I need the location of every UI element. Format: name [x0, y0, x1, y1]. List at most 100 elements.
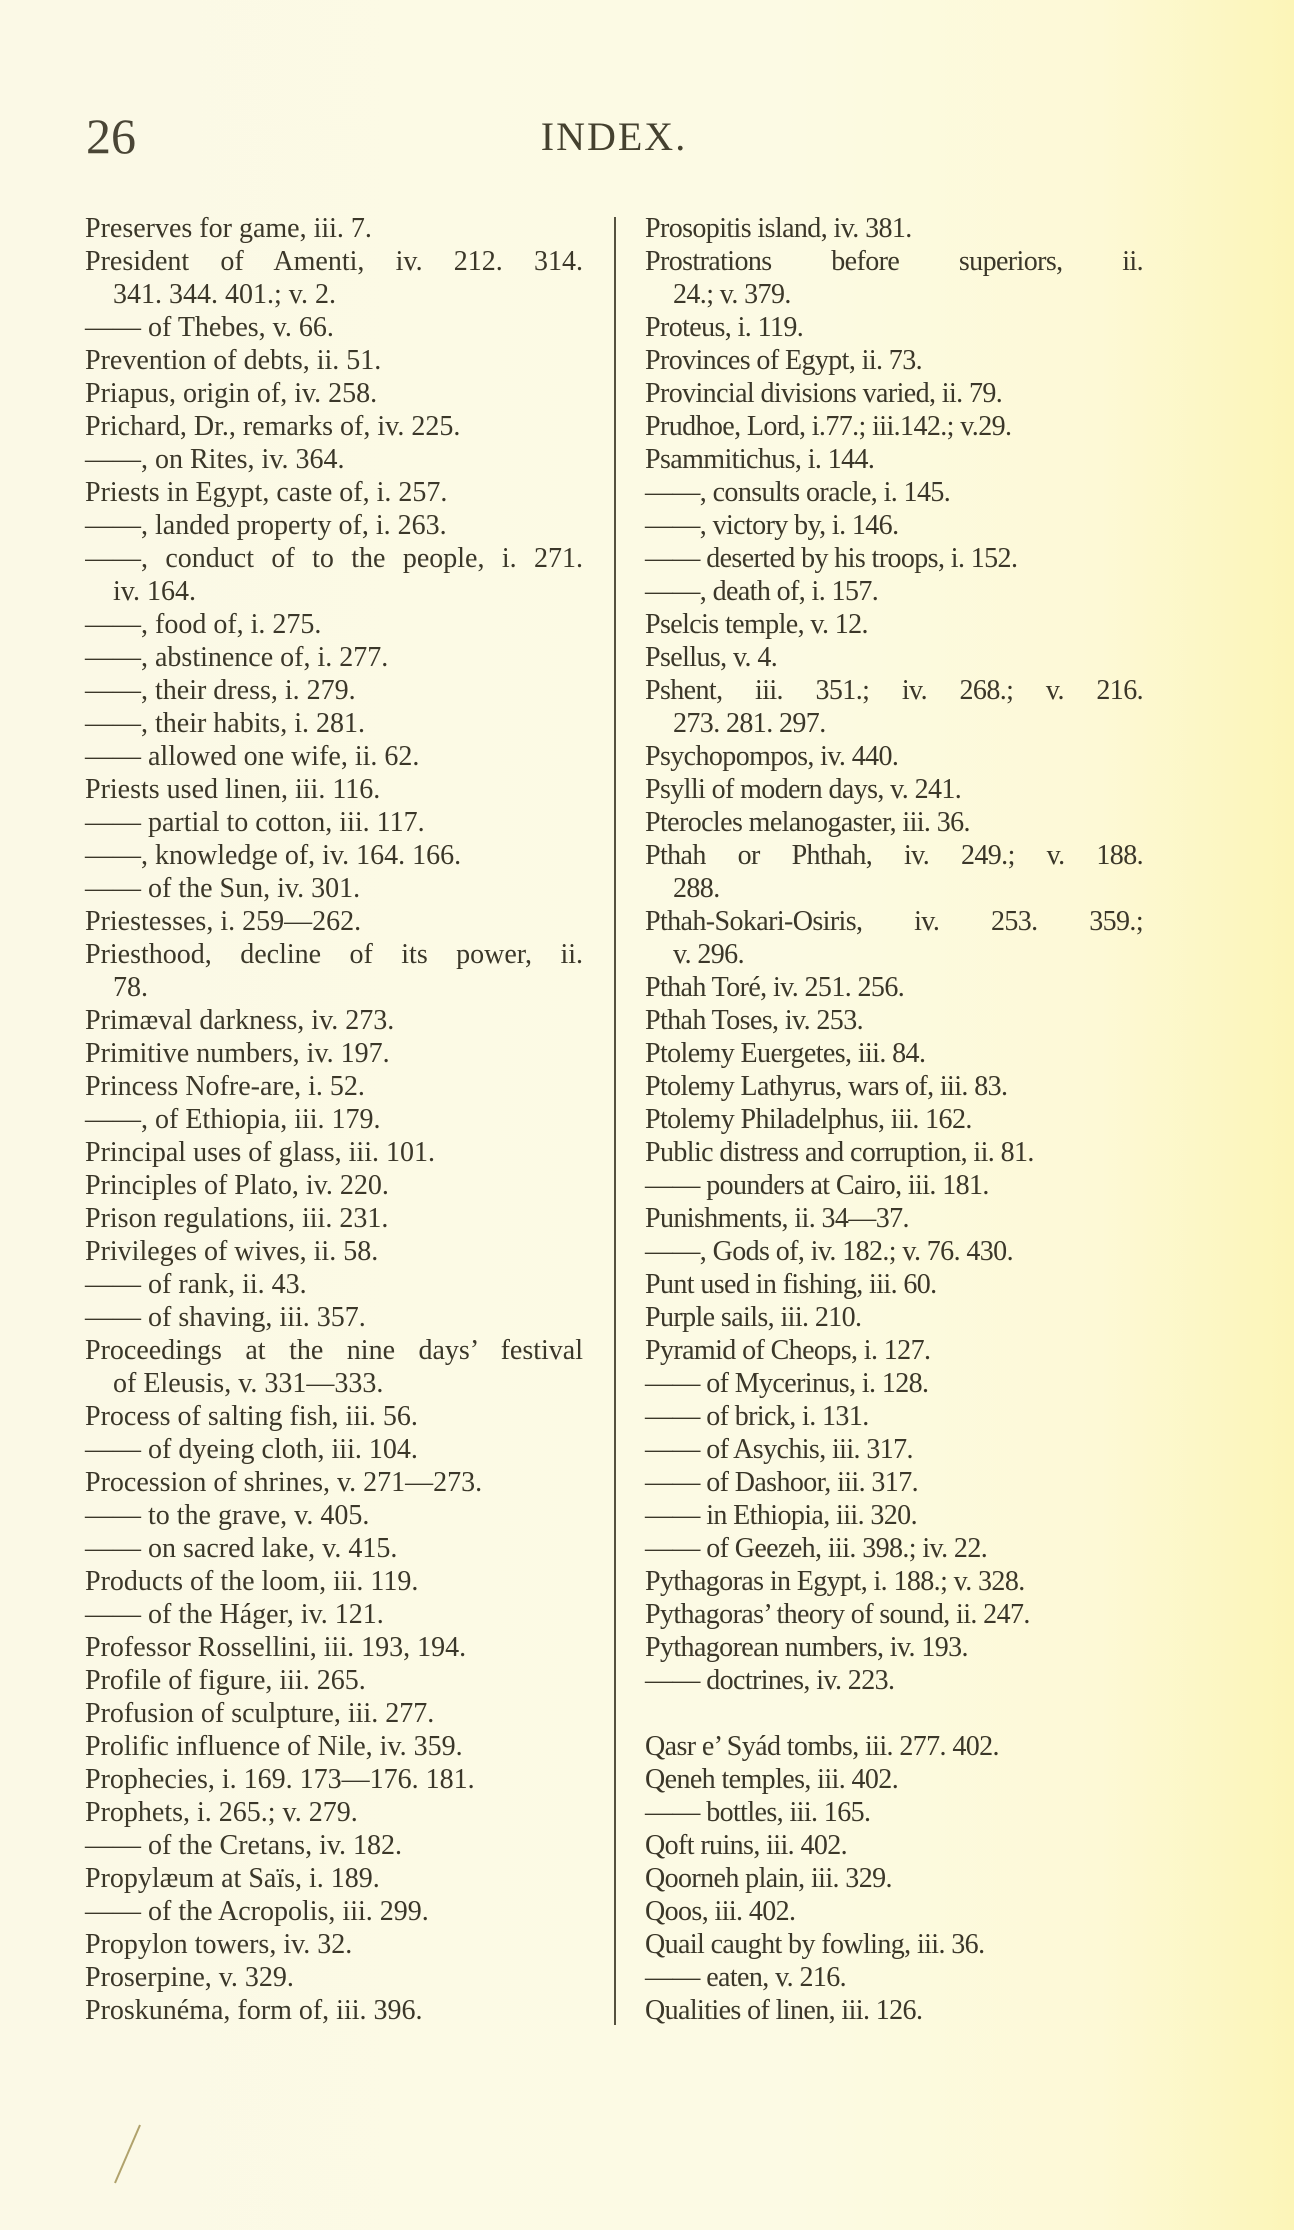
- index-entry: Priapus, origin of, iv. 258.: [85, 378, 378, 409]
- index-entry: —— of dyeing cloth, iii. 104.: [85, 1434, 418, 1465]
- index-entry: Procession of shrines, v. 271—273.: [85, 1467, 483, 1498]
- index-entry: —— of brick, i. 131.: [645, 1401, 869, 1432]
- index-entry: Propylæum at Saïs, i. 189.: [85, 1863, 380, 1894]
- index-entry: Proceedings at the nine days’ festival: [85, 1335, 583, 1366]
- index-entry: Pthah Toses, iv. 253.: [645, 1005, 864, 1036]
- index-entry: 273. 281. 297.: [673, 708, 826, 739]
- index-entry: —— deserted by his troops, i. 152.: [645, 543, 1018, 574]
- index-entry: —— in Ethiopia, iii. 320.: [645, 1500, 918, 1531]
- page-number: 26: [86, 108, 136, 164]
- index-entry: ——, victory by, i. 146.: [645, 510, 899, 541]
- index-column-right: Prosopitis island, iv. 381. Prostrations …: [645, 212, 1143, 2027]
- index-entry: Public distress and corruption, ii. 81.: [645, 1137, 1034, 1168]
- index-entry: Pyramid of Cheops, i. 127.: [645, 1335, 931, 1366]
- index-entry: Preserves for game, iii. 7.: [85, 213, 372, 244]
- index-entry: Products of the loom, iii. 119.: [85, 1566, 419, 1597]
- index-entry: iv. 164.: [113, 576, 196, 607]
- index-entry: Pythagoras’ theory of sound, ii. 247.: [645, 1599, 1030, 1630]
- index-entry: ——, abstinence of, i. 277.: [85, 642, 389, 673]
- index-entry: Punishments, ii. 34—37.: [645, 1203, 909, 1234]
- index-entry: v. 296.: [673, 939, 745, 970]
- index-entry: Prudhoe, Lord, i.77.; iii.142.; v.29.: [645, 411, 1012, 442]
- index-entry: Proserpine, v. 329.: [85, 1962, 294, 1993]
- index-entry: ——, on Rites, iv. 364.: [85, 444, 345, 475]
- index-entry: Ptolemy Lathyrus, wars of, iii. 83.: [645, 1071, 1008, 1102]
- index-entry: —— bottles, iii. 165.: [645, 1797, 871, 1828]
- index-entry: ——, their habits, i. 281.: [85, 708, 365, 739]
- index-entry: —— of the Sun, iv. 301.: [85, 873, 361, 904]
- index-entry: ——, consults oracle, i. 145.: [645, 477, 951, 508]
- index-entry: Proskunéma, form of, iii. 396.: [85, 1995, 423, 2026]
- index-entry: Profusion of sculpture, iii. 277.: [85, 1698, 435, 1729]
- index-entry: ——, Gods of, iv. 182.; v. 76. 430.: [645, 1236, 1014, 1267]
- index-entry: Princess Nofre-are, i. 52.: [85, 1071, 365, 1102]
- index-entry: Psylli of modern days, v. 241.: [645, 774, 962, 805]
- index-entry: —— of rank, ii. 43.: [85, 1269, 307, 1300]
- index-entry: Primitive numbers, iv. 197.: [85, 1038, 390, 1069]
- index-entry: Profile of figure, iii. 265.: [85, 1665, 366, 1696]
- index-entry: —— of the Acropolis, iii. 299.: [85, 1896, 429, 1927]
- index-entry: —— to the grave, v. 405.: [85, 1500, 370, 1531]
- index-entry: —— of Thebes, v. 66.: [85, 312, 334, 343]
- index-entry: Primæval darkness, iv. 273.: [85, 1005, 395, 1036]
- index-entry: Pythagorean numbers, iv. 193.: [645, 1632, 969, 1663]
- index-entry: ——, death of, i. 157.: [645, 576, 879, 607]
- index-entry: 288.: [673, 873, 720, 904]
- index-entry: Pythagoras in Egypt, i. 188.; v. 328.: [645, 1566, 1025, 1597]
- index-entry: Privileges of wives, ii. 58.: [85, 1236, 379, 1267]
- index-entry: ——, landed property of, i. 263.: [85, 510, 447, 541]
- index-entry: —— of Geezeh, iii. 398.; iv. 22.: [645, 1533, 988, 1564]
- index-entry: —— doctrines, iv. 223.: [645, 1665, 895, 1696]
- index-entry: Pterocles melanogaster, iii. 36.: [645, 807, 971, 838]
- index-entry: —— of the Háger, iv. 121.: [85, 1599, 384, 1630]
- index-entry: Priests in Egypt, caste of, i. 257.: [85, 477, 448, 508]
- index-entry: —— of Mycerinus, i. 128.: [645, 1368, 929, 1399]
- index-entry: 341. 344. 401.; v. 2.: [113, 279, 336, 310]
- index-entry: Pthah-Sokari-Osiris, iv. 253. 359.;: [645, 906, 1143, 937]
- index-entry: Ptolemy Euergetes, iii. 84.: [645, 1038, 926, 1069]
- index-entry: Prostrations before superiors, ii.: [645, 246, 1143, 277]
- index-entry: Psellus, v. 4.: [645, 642, 778, 673]
- index-entry: —— of shaving, iii. 357.: [85, 1302, 366, 1333]
- index-entry: —— partial to cotton, iii. 117.: [85, 807, 425, 838]
- index-entry: Punt used in fishing, iii. 60.: [645, 1269, 937, 1300]
- index-entry: 78.: [113, 972, 148, 1003]
- index-entry: Ptolemy Philadelphus, iii. 162.: [645, 1104, 972, 1135]
- index-entry: Pshent, iii. 351.; iv. 268.; v. 216.: [645, 675, 1143, 706]
- index-entry: —— of Asychis, iii. 317.: [645, 1434, 914, 1465]
- index-entry: Priests used linen, iii. 116.: [85, 774, 381, 805]
- index-entry: Prolific influence of Nile, iv. 359.: [85, 1731, 463, 1762]
- index-entry: Prophecies, i. 169. 173—176. 181.: [85, 1764, 475, 1795]
- index-entry: Principles of Plato, iv. 220.: [85, 1170, 389, 1201]
- index-entry: Psammitichus, i. 144.: [645, 444, 875, 475]
- index-entry: Psychopompos, iv. 440.: [645, 741, 899, 772]
- index-entry: Prophets, i. 265.; v. 279.: [85, 1797, 358, 1828]
- index-entry: Pthah or Phthah, iv. 249.; v. 188.: [645, 840, 1143, 871]
- index-entry: Qoft ruins, iii. 402.: [645, 1830, 848, 1861]
- index-entry: Process of salting fish, iii. 56.: [85, 1401, 418, 1432]
- running-title: INDEX.: [540, 114, 688, 159]
- index-entry: President of Amenti, iv. 212. 314.: [85, 246, 583, 277]
- index-entry: Prosopitis island, iv. 381.: [645, 213, 912, 244]
- index-entry: Prison regulations, iii. 231.: [85, 1203, 389, 1234]
- index-entry: Professor Rossellini, iii. 193, 194.: [85, 1632, 467, 1663]
- index-entry: Qasr e’ Syád tombs, iii. 277. 402.: [645, 1731, 1000, 1762]
- index-entry: Principal uses of glass, iii. 101.: [85, 1137, 435, 1168]
- index-entry: Prevention of debts, ii. 51.: [85, 345, 382, 376]
- index-entry: Proteus, i. 119.: [645, 312, 804, 343]
- index-entry: —— pounders at Cairo, iii. 181.: [645, 1170, 989, 1201]
- index-entry: Quail caught by fowling, iii. 36.: [645, 1929, 985, 1960]
- index-entry: Qeneh temples, iii. 402.: [645, 1764, 899, 1795]
- index-entry: Propylon towers, iv. 32.: [85, 1929, 353, 1960]
- index-entry: ——, conduct of to the people, i. 271.: [85, 543, 583, 574]
- index-entry: ——, their dress, i. 279.: [85, 675, 356, 706]
- index-entry: Qoos, iii. 402.: [645, 1896, 796, 1927]
- index-entry: Pselcis temple, v. 12.: [645, 609, 869, 640]
- index-entry: Prichard, Dr., remarks of, iv. 225.: [85, 411, 461, 442]
- index-column-left: Preserves for game, iii. 7. President of …: [85, 212, 583, 2027]
- index-entry: ——, food of, i. 275.: [85, 609, 322, 640]
- index-entry: Provinces of Egypt, ii. 73.: [645, 345, 923, 376]
- index-entry: Purple sails, iii. 210.: [645, 1302, 862, 1333]
- index-entry: Qoorneh plain, iii. 329.: [645, 1863, 893, 1894]
